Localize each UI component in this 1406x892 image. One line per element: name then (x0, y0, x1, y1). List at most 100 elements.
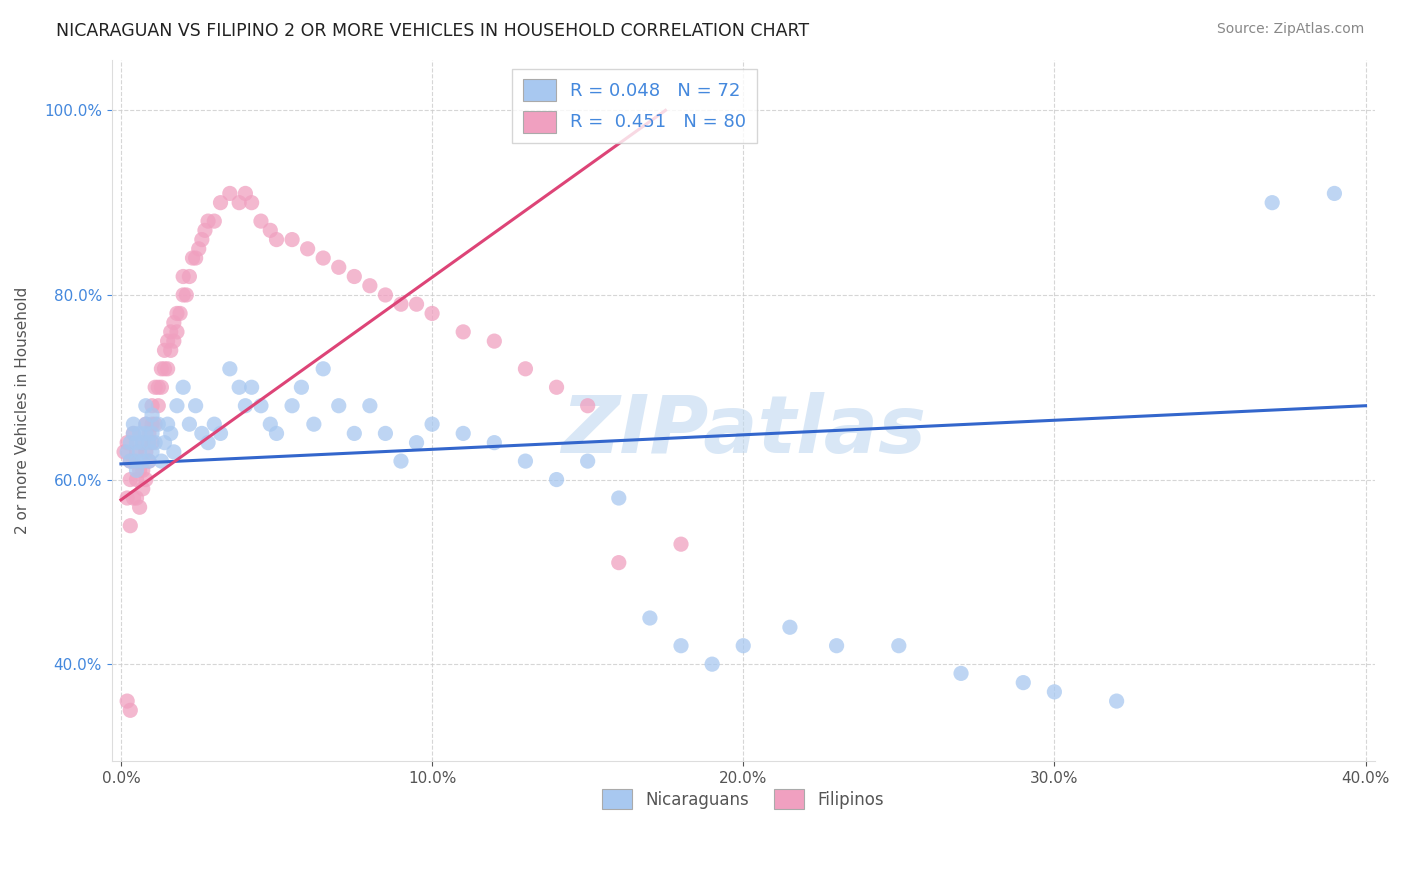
Point (389, 454, 412, 468)
Point (163, 316, 186, 330)
Point (235, 399, 257, 413)
Point (202, 417, 225, 432)
Text: ZIPatlas: ZIPatlas (561, 392, 925, 470)
Point (143, 417, 166, 432)
Point (166, 325, 188, 339)
Point (240, 380, 263, 394)
Point (122, 491, 145, 505)
Point (135, 426, 157, 441)
Point (153, 361, 176, 376)
Point (150, 361, 173, 376)
Point (166, 399, 188, 413)
Point (191, 426, 214, 441)
Point (297, 242, 319, 256)
Point (120, 454, 142, 468)
Point (179, 269, 201, 284)
Point (484, 334, 506, 348)
Point (312, 361, 335, 376)
Point (125, 454, 148, 468)
Text: Source: ZipAtlas.com: Source: ZipAtlas.com (1216, 22, 1364, 37)
Text: NICARAGUAN VS FILIPINO 2 OR MORE VEHICLES IN HOUSEHOLD CORRELATION CHART: NICARAGUAN VS FILIPINO 2 OR MORE VEHICLE… (56, 22, 810, 40)
Point (156, 417, 179, 432)
Point (132, 482, 155, 496)
Point (128, 500, 150, 515)
Point (141, 408, 163, 422)
Point (128, 426, 150, 441)
Point (546, 380, 568, 394)
Point (290, 380, 312, 394)
Point (515, 361, 537, 376)
Point (343, 426, 366, 441)
Point (159, 426, 181, 441)
Point (218, 186, 240, 201)
Point (825, 639, 848, 653)
Point (389, 297, 412, 311)
Point (187, 242, 209, 256)
Point (120, 518, 142, 533)
Point (169, 306, 191, 320)
Point (143, 380, 166, 394)
Point (1043, 685, 1066, 699)
Point (159, 325, 181, 339)
Legend: Nicaraguans, Filipinos: Nicaraguans, Filipinos (596, 782, 891, 816)
Point (120, 473, 142, 487)
Point (141, 417, 163, 432)
Point (122, 426, 145, 441)
Point (181, 251, 204, 265)
Point (115, 435, 138, 450)
Point (250, 399, 273, 413)
Point (359, 278, 381, 293)
Point (669, 639, 692, 653)
Point (209, 426, 232, 441)
Point (312, 251, 335, 265)
Point (125, 491, 148, 505)
Point (779, 620, 801, 634)
Point (576, 454, 599, 468)
Point (638, 611, 661, 625)
Point (420, 417, 443, 432)
Point (576, 399, 599, 413)
Point (115, 491, 138, 505)
Point (115, 694, 138, 708)
Point (700, 657, 723, 672)
Point (259, 417, 281, 432)
Point (122, 426, 145, 441)
Point (138, 435, 160, 450)
Point (209, 195, 232, 210)
Point (228, 195, 250, 210)
Point (184, 399, 207, 413)
Point (132, 463, 155, 477)
Point (405, 435, 427, 450)
Point (166, 306, 188, 320)
Point (138, 454, 160, 468)
Point (197, 435, 219, 450)
Point (132, 435, 155, 450)
Point (163, 445, 186, 459)
Point (122, 454, 145, 468)
Point (120, 435, 142, 450)
Point (515, 454, 537, 468)
Point (122, 417, 145, 432)
Point (669, 537, 692, 551)
Point (138, 454, 160, 468)
Point (159, 343, 181, 358)
Point (141, 445, 163, 459)
Point (451, 426, 474, 441)
Point (128, 463, 150, 477)
Point (143, 435, 166, 450)
Point (266, 426, 288, 441)
Point (197, 214, 219, 228)
Point (125, 463, 148, 477)
Point (153, 435, 176, 450)
Point (120, 703, 142, 717)
Point (153, 343, 176, 358)
Point (132, 435, 155, 450)
Point (125, 435, 148, 450)
Point (115, 445, 138, 459)
Point (184, 251, 207, 265)
Point (228, 380, 250, 394)
Point (135, 473, 157, 487)
Point (141, 435, 163, 450)
Point (172, 380, 194, 394)
Point (135, 399, 157, 413)
